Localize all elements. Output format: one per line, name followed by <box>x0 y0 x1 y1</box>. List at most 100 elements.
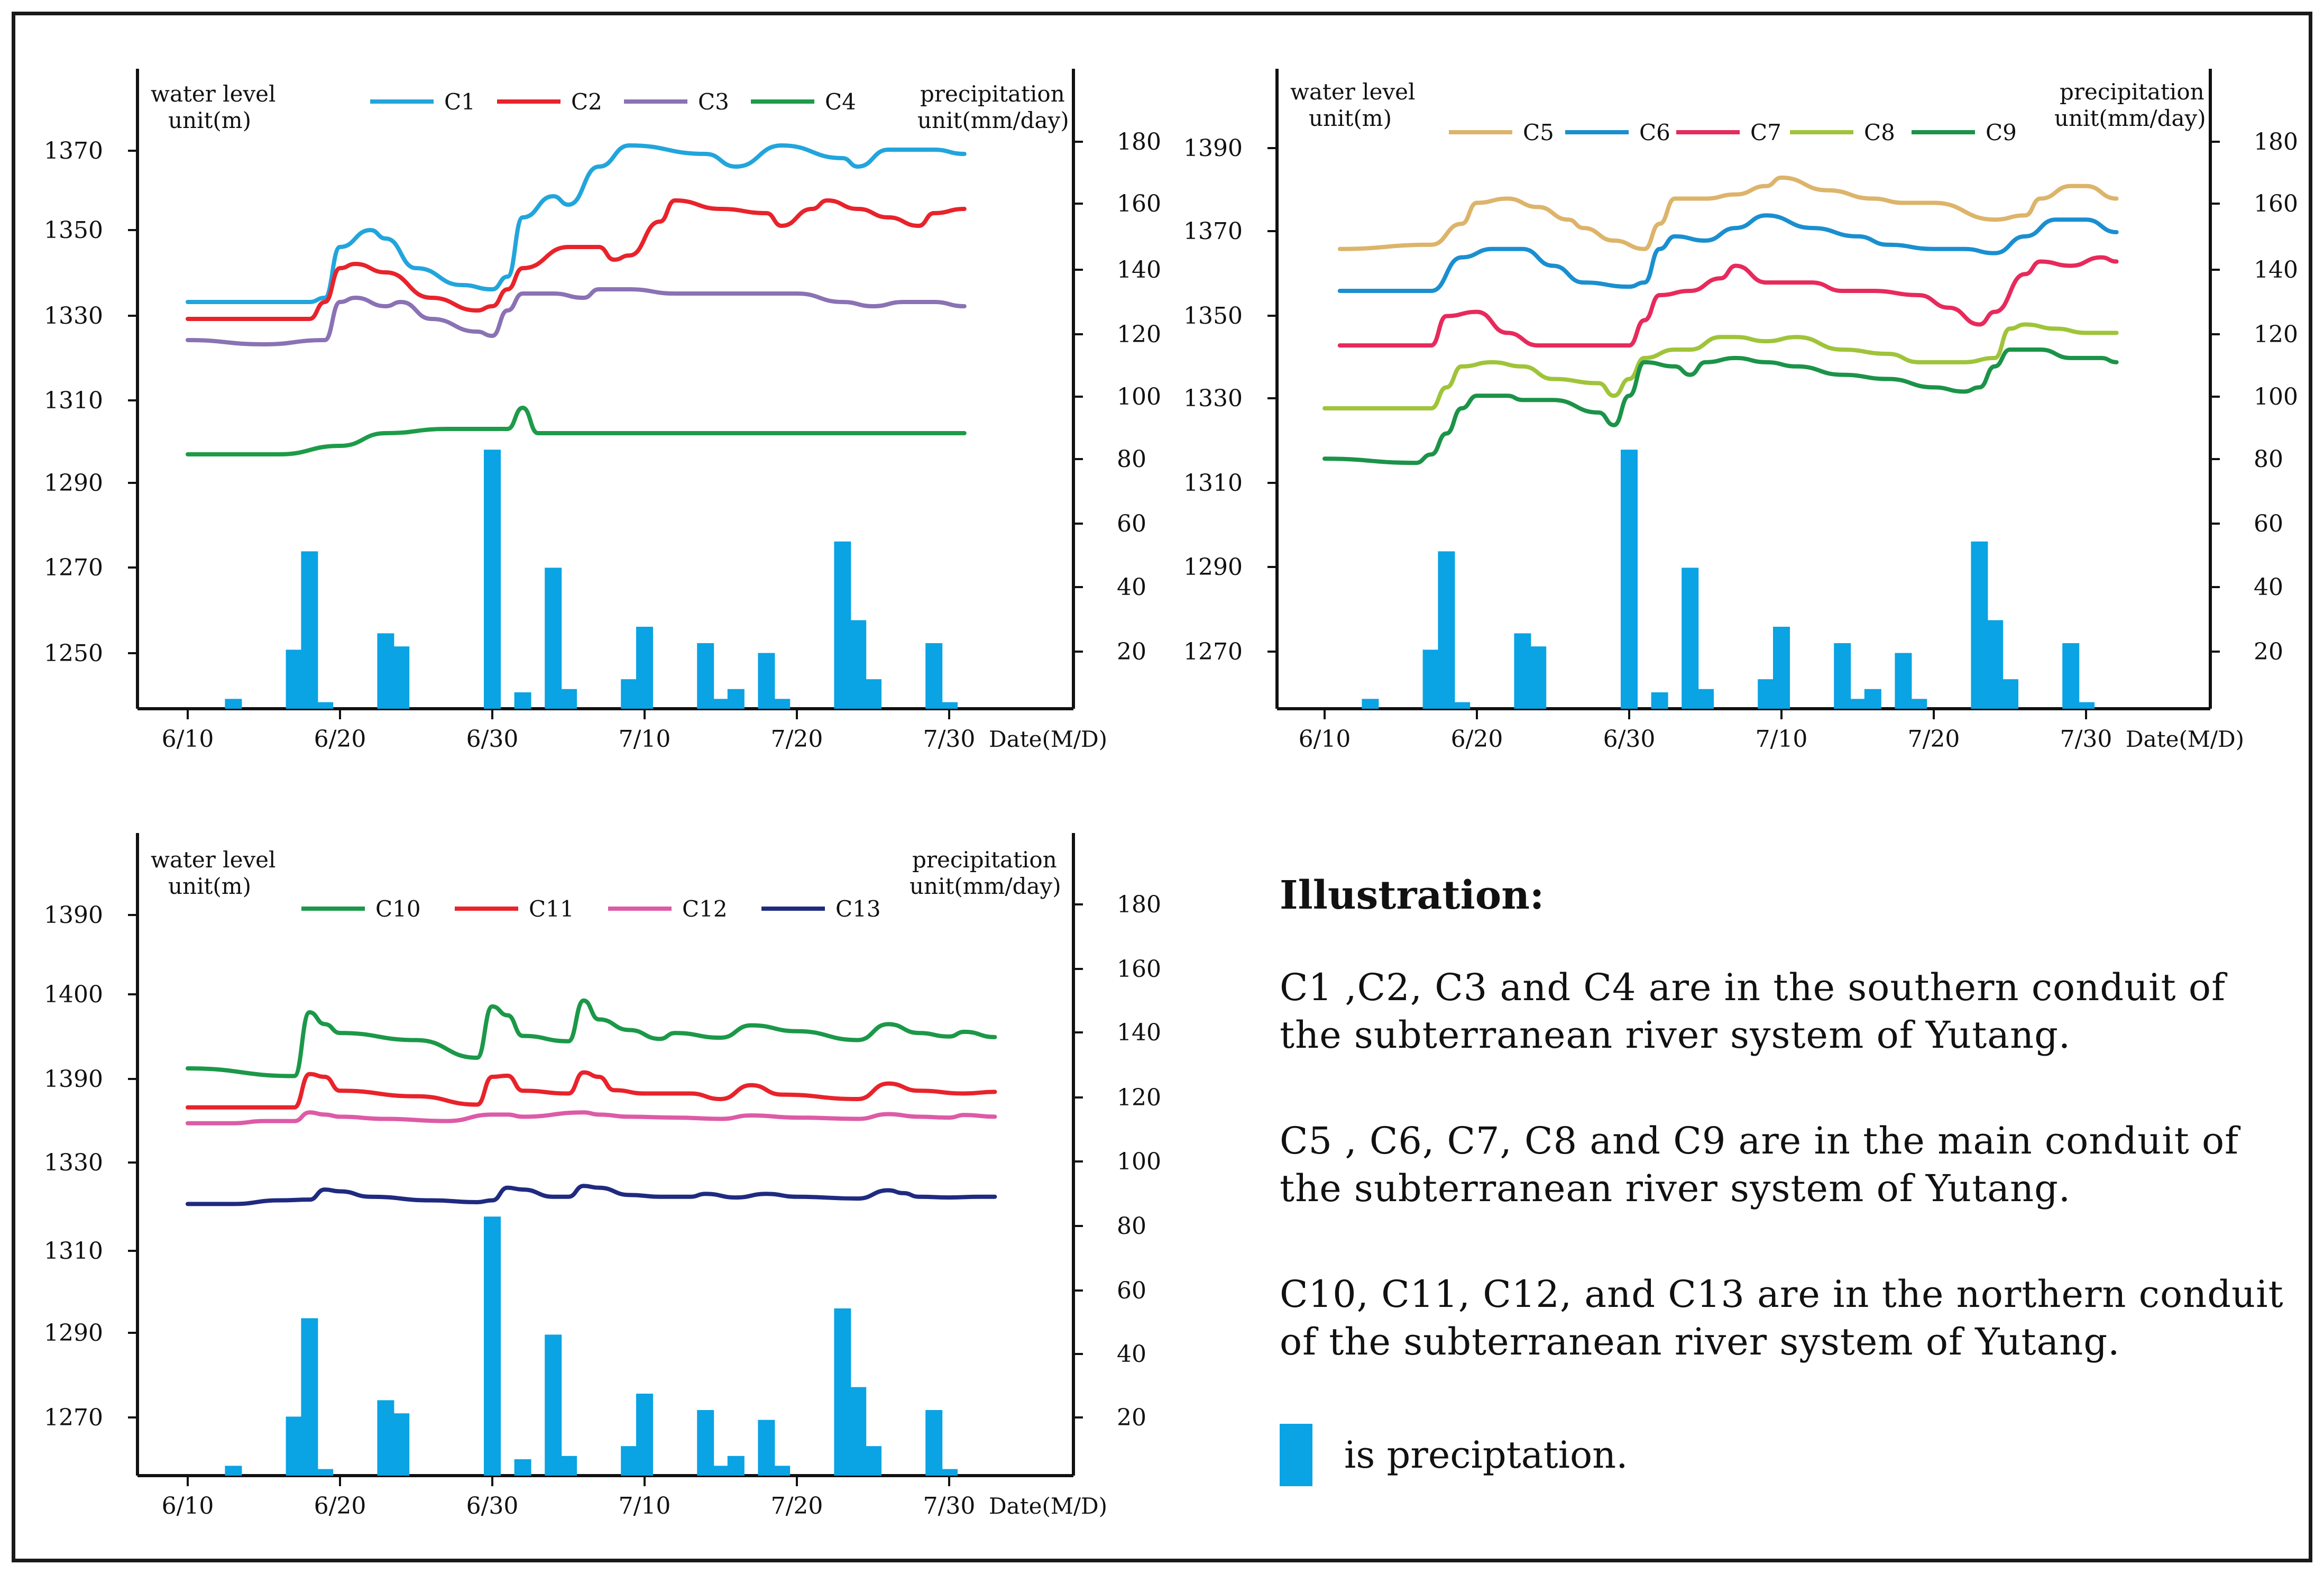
legend-label-c3: C3 <box>698 89 729 115</box>
precipitation-bar <box>1910 699 1927 709</box>
right-y-tick-label: 20 <box>1117 638 1146 665</box>
precipitation-bar <box>1864 689 1881 709</box>
precipitation-bar <box>1834 643 1851 709</box>
legend-label-c6: C6 <box>1639 120 1670 145</box>
precipitation-bar <box>1422 649 1440 709</box>
precipitation-bar <box>1621 450 1638 709</box>
legend-label-c2: C2 <box>571 89 602 115</box>
right-axis-title-line2: unit(mm/day) <box>917 107 1069 133</box>
precipitation-bar <box>865 1446 881 1476</box>
right-y-tick-label: 140 <box>2254 257 2298 283</box>
left-y-tick-label: 1370 <box>1183 218 1243 245</box>
right-y-tick-label: 20 <box>2254 638 2283 665</box>
precipitation-legend-label: is preciptation. <box>1344 1433 1628 1477</box>
precipitation-bar <box>1971 541 1988 709</box>
right-y-tick-label: 40 <box>2254 574 2283 601</box>
right-axis-title-line2: unit(mm/day) <box>2054 105 2206 131</box>
precipitation-bar <box>621 1446 638 1476</box>
precipitation-bar <box>1682 568 1699 709</box>
left-y-tick-label: 1310 <box>44 387 103 414</box>
precipitation-bar <box>834 541 851 709</box>
precipitation-bar <box>2078 702 2095 709</box>
x-tick-label: 7/20 <box>1908 726 1960 753</box>
left-y-tick-label: 1330 <box>44 303 103 330</box>
right-axis-title-line1: precipitation <box>2060 79 2204 105</box>
precipitation-bar <box>636 1394 653 1476</box>
precipitation-bar <box>1697 689 1714 709</box>
precipitation-bar <box>1362 699 1379 709</box>
right-axis-title-line1: precipitation <box>920 81 1065 107</box>
left-y-tick-label: 1350 <box>1183 303 1243 330</box>
precipitation-bar <box>560 1456 577 1476</box>
precipitation-bar <box>849 1387 867 1476</box>
left-y-tick-label: 1270 <box>44 554 103 581</box>
right-y-tick-label: 40 <box>1117 574 1146 601</box>
x-tick-label: 6/30 <box>466 726 519 753</box>
series-line-c11 <box>186 1070 997 1110</box>
precipitation-bar <box>1453 702 1471 709</box>
left-y-tick-label: 1350 <box>44 217 103 244</box>
left-y-tick-label: 1310 <box>1183 470 1243 497</box>
right-y-tick-label: 160 <box>1117 190 1161 217</box>
left-axis-title-line2: unit(m) <box>168 107 251 133</box>
northern-conduit-note: C10, C11, C12, and C13 are in the northe… <box>1280 1273 2284 1363</box>
precipitation-bar <box>712 1466 729 1476</box>
southern-conduit-note: C1 ,C2, C3 and C4 are in the southern co… <box>1280 966 2226 1057</box>
right-y-tick-label: 60 <box>1117 510 1146 537</box>
right-y-tick-label: 140 <box>1117 257 1161 283</box>
right-axis-title-line1: precipitation <box>912 847 1057 873</box>
right-y-tick-label: 120 <box>1117 1084 1161 1111</box>
x-tick-label: 7/10 <box>619 1493 671 1520</box>
left-y-tick-label: 1330 <box>44 1149 103 1176</box>
x-tick-label: 6/30 <box>1603 726 1656 753</box>
precipitation-bar <box>545 1334 562 1476</box>
precipitation-bar <box>621 679 638 709</box>
precipitation-bar <box>484 1216 501 1476</box>
precipitation-swatch <box>1280 1424 1312 1486</box>
x-tick-label: 7/10 <box>1756 726 1808 753</box>
precipitation-bar <box>1849 699 1866 709</box>
right-y-tick-label: 180 <box>1117 891 1161 918</box>
right-y-tick-label: 80 <box>1117 1213 1146 1240</box>
precipitation-bar <box>301 1318 318 1476</box>
series-line-c12 <box>186 1110 997 1125</box>
precipitation-bar <box>225 1466 242 1476</box>
precipitation-bar <box>514 1459 531 1476</box>
right-y-tick-label: 180 <box>2254 129 2298 155</box>
left-y-tick-label: 1290 <box>1183 554 1243 581</box>
precipitation-bar <box>286 1416 303 1476</box>
precipitation-bar <box>925 1410 943 1476</box>
legend-label-c10: C10 <box>375 896 421 922</box>
precipitation-bar <box>1773 627 1790 709</box>
left-y-tick-label: 1330 <box>1183 385 1243 412</box>
precipitation-bar <box>1651 692 1668 709</box>
precipitation-bar <box>758 653 775 709</box>
precipitation-bar <box>941 1469 958 1476</box>
series-line-c13 <box>186 1184 997 1206</box>
precipitation-bar <box>727 1456 745 1476</box>
precipitation-bar <box>712 699 729 709</box>
precipitation-bar <box>301 551 318 709</box>
series-line-c10 <box>186 998 997 1078</box>
x-tick-label: 7/30 <box>923 1493 976 1520</box>
precipitation-bar <box>286 649 303 709</box>
precipitation-bar <box>514 692 531 709</box>
right-y-tick-label: 160 <box>2254 190 2298 217</box>
precipitation-bar <box>1438 551 1455 709</box>
x-axis-title: Date(M/D) <box>2126 726 2244 752</box>
x-tick-label: 6/20 <box>314 726 366 753</box>
right-y-tick-label: 40 <box>1117 1341 1146 1368</box>
x-tick-label: 7/20 <box>771 726 823 753</box>
left-y-tick-label: 1290 <box>44 1320 103 1347</box>
x-tick-label: 6/10 <box>162 1493 214 1520</box>
series-line-c1 <box>186 143 967 305</box>
precipitation-bar <box>225 699 242 709</box>
precipitation-bar <box>316 702 334 709</box>
left-axis-title-line2: unit(m) <box>168 873 251 899</box>
x-tick-label: 7/30 <box>2060 726 2112 753</box>
series-line-c8 <box>1322 322 2119 411</box>
precipitation-bar <box>773 1466 791 1476</box>
